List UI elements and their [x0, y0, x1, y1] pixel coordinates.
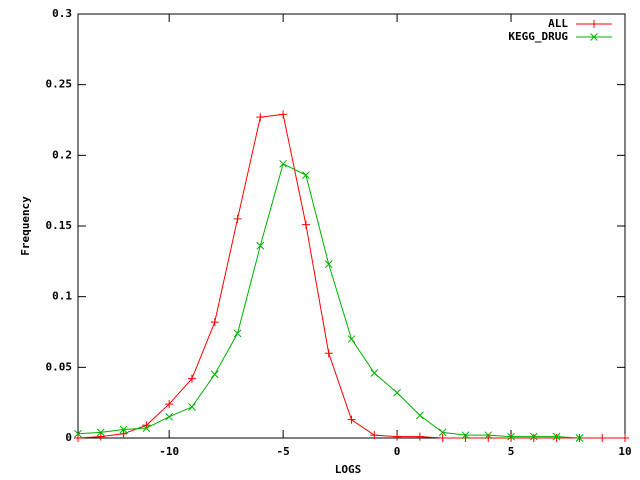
- point-marker: [324, 349, 333, 358]
- point-marker: [119, 425, 128, 434]
- series-line: [77, 163, 580, 439]
- point-marker: [438, 434, 447, 442]
- point-marker: [529, 432, 538, 441]
- y-tick-label: 0.25: [46, 78, 73, 91]
- point-marker: [187, 374, 196, 383]
- x-axis-label: LOGS: [335, 463, 362, 476]
- x-tick-label: 0: [394, 445, 401, 458]
- y-tick-label: 0.2: [52, 148, 72, 161]
- point-marker: [621, 434, 629, 442]
- point-marker: [507, 432, 515, 441]
- y-tick-label: 0.3: [52, 7, 72, 20]
- point-marker: [590, 20, 598, 28]
- point-marker: [415, 432, 424, 441]
- x-tick-label: 10: [618, 445, 631, 458]
- point-marker: [233, 329, 242, 338]
- point-marker: [370, 369, 379, 377]
- point-marker: [393, 388, 401, 397]
- y-tick-label: 0.15: [46, 219, 73, 232]
- point-marker: [165, 412, 174, 421]
- point-marker: [302, 171, 310, 179]
- point-marker: [552, 432, 561, 441]
- plot-frame: [77, 13, 626, 439]
- legend-label: ALL: [548, 17, 568, 30]
- point-marker: [256, 241, 265, 250]
- point-marker: [416, 411, 424, 420]
- point-marker: [142, 424, 151, 432]
- point-marker: [96, 432, 105, 441]
- point-marker: [552, 434, 561, 442]
- series-line: [77, 113, 625, 439]
- x-tick-label: 5: [508, 445, 515, 458]
- point-marker: [210, 318, 219, 327]
- x-tick-label: -10: [159, 445, 179, 458]
- point-marker: [347, 415, 356, 424]
- point-marker: [256, 113, 265, 122]
- y-axis-label: Frequency: [19, 196, 32, 256]
- y-tick-label: 0.05: [46, 360, 73, 373]
- point-marker: [393, 432, 402, 441]
- point-marker: [119, 429, 128, 438]
- point-marker: [188, 403, 196, 411]
- legend-label: KEGG_DRUG: [508, 30, 568, 43]
- y-tick-label: 0: [65, 431, 72, 444]
- point-marker: [279, 110, 288, 119]
- point-marker: [279, 159, 287, 168]
- point-marker: [165, 400, 174, 409]
- point-marker: [529, 434, 538, 442]
- point-marker: [438, 428, 447, 437]
- point-marker: [347, 335, 356, 343]
- point-marker: [461, 431, 470, 440]
- point-marker: [96, 428, 105, 437]
- point-marker: [590, 33, 598, 41]
- point-marker: [301, 220, 310, 229]
- point-marker: [598, 434, 607, 442]
- point-marker: [210, 370, 219, 379]
- point-marker: [74, 434, 82, 442]
- point-marker: [324, 260, 333, 269]
- y-tick-label: 0.1: [52, 290, 72, 303]
- point-marker: [575, 434, 584, 442]
- x-tick-label: -5: [277, 445, 290, 458]
- point-marker: [484, 431, 493, 440]
- point-marker: [507, 434, 516, 442]
- point-marker: [233, 214, 242, 223]
- point-marker: [74, 429, 82, 438]
- point-marker: [370, 431, 379, 440]
